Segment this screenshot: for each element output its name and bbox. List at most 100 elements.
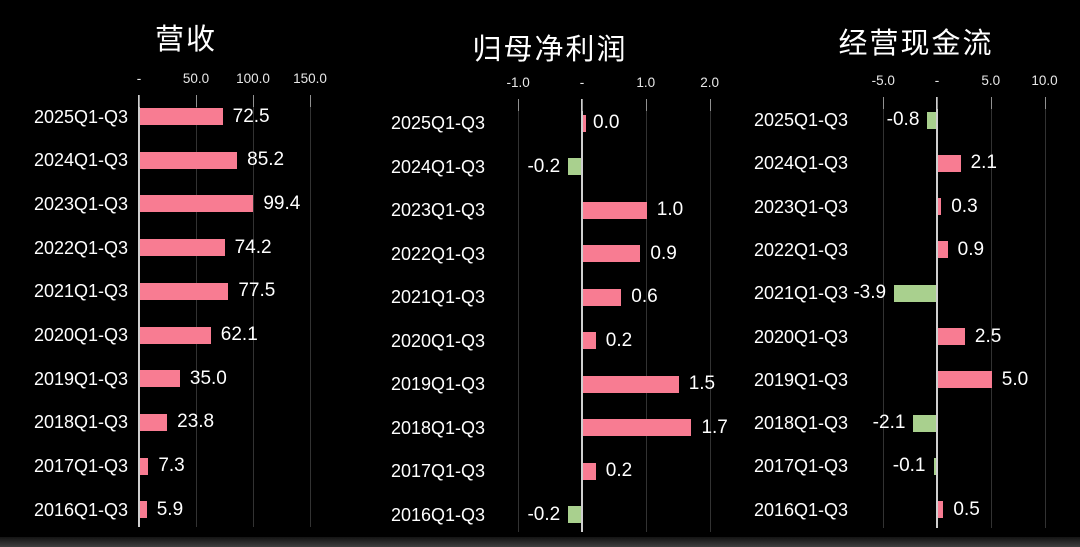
value-label: 1.5 [688, 373, 716, 394]
value-axis-line [581, 99, 583, 532]
category-label: 2021Q1-Q3 [753, 283, 848, 304]
axis-tick-label: 50.0 [182, 71, 210, 86]
value-label: 0.2 [605, 460, 633, 481]
value-label: 99.4 [263, 192, 301, 214]
bar [894, 284, 936, 302]
value-label: -0.8 [886, 109, 920, 130]
category-label: 2018Q1-Q3 [390, 417, 485, 438]
axis-tick-mark [883, 97, 885, 109]
bar [938, 154, 961, 172]
value-label: 0.6 [631, 286, 658, 307]
category-label: 2019Q1-Q3 [33, 368, 128, 389]
category-label: 2025Q1-Q3 [390, 113, 485, 133]
gridline [645, 99, 647, 532]
bar [938, 241, 948, 259]
category-label: 2022Q1-Q3 [33, 237, 128, 258]
category-label: 2022Q1-Q3 [390, 243, 485, 264]
gridline [883, 97, 885, 528]
value-axis-line [936, 97, 938, 528]
category-label: 2018Q1-Q3 [753, 413, 848, 434]
axis-tick-mark [310, 95, 311, 107]
axis-tick-label: - [934, 73, 940, 88]
category-label: 2019Q1-Q3 [390, 374, 485, 394]
category-label: 2023Q1-Q3 [390, 200, 485, 220]
category-label: 2023Q1-Q3 [753, 196, 848, 217]
chart-revenue: 营收 - 50.0 100.0 150.0 2025Q1-Q3 72.5 2024Q1-Q3… [0, 0, 372, 547]
category-label: 2023Q1-Q3 [33, 193, 128, 214]
category-label: 2016Q1-Q3 [390, 504, 485, 525]
value-axis-line [138, 95, 140, 527]
axis-tick-label: 100.0 [236, 71, 270, 86]
bar [583, 462, 596, 480]
category-label: 2024Q1-Q3 [390, 156, 485, 177]
bar [140, 413, 168, 431]
chart-operating-cash-flow: 经营现金流 -5.0-5.0 10.0 2025Q1-Q3 -0.8 2024Q1-Q3… [752, 0, 1080, 547]
category-label: 2020Q1-Q3 [390, 330, 485, 351]
gridline [253, 95, 254, 527]
value-label: 1.7 [701, 416, 728, 438]
value-label: 0.5 [953, 498, 980, 520]
bar [913, 414, 936, 432]
value-label: 5.9 [156, 498, 184, 520]
value-label: -0.2 [527, 503, 561, 525]
bar [140, 457, 149, 475]
value-label: 1.0 [656, 199, 684, 220]
bar [140, 501, 147, 519]
axis-tick-label: 2.0 [700, 75, 719, 90]
bar [583, 332, 596, 349]
value-label: 0.9 [650, 242, 677, 264]
value-label: 85.2 [247, 149, 285, 171]
category-label: 2016Q1-Q3 [753, 499, 848, 520]
axis-tick-mark [518, 99, 520, 111]
value-label: -3.9 [853, 282, 887, 304]
value-label: 35.0 [189, 367, 227, 389]
axis-tick-label: 1.0 [636, 75, 656, 90]
gridline [709, 99, 711, 532]
bar [140, 370, 180, 388]
category-label: 2024Q1-Q3 [753, 153, 848, 174]
bar [938, 501, 944, 519]
gridline [990, 97, 992, 528]
value-label: -0.2 [527, 155, 561, 177]
category-label: 2025Q1-Q3 [753, 110, 848, 130]
category-label: 2022Q1-Q3 [753, 239, 848, 260]
axis-tick-mark [196, 95, 197, 107]
axis-tick-mark [709, 99, 711, 111]
value-label: 0.2 [605, 329, 633, 351]
bar [927, 111, 936, 129]
bar [938, 328, 965, 345]
axis-tick-label: 5.0 [981, 73, 1001, 88]
bar [583, 245, 641, 262]
bar [583, 419, 692, 436]
axis-tick-mark [582, 99, 583, 111]
value-label: -2.1 [872, 412, 906, 434]
category-label: 2017Q1-Q3 [390, 461, 485, 481]
value-label: 74.2 [234, 236, 272, 258]
chart-title-operating-cash-flow: 经营现金流 [838, 28, 994, 60]
value-label: 62.1 [220, 324, 258, 345]
bar [140, 195, 254, 213]
bar [140, 282, 229, 300]
bar [140, 151, 238, 169]
value-label: -0.1 [892, 455, 926, 477]
value-label: 77.5 [238, 280, 276, 302]
value-label: 23.8 [177, 411, 215, 433]
chart-title-net-profit: 归母净利润 [472, 34, 628, 66]
axis-tick-label: - [579, 75, 585, 90]
category-label: 2018Q1-Q3 [33, 412, 128, 433]
axis-tick-label: -5.0 [871, 73, 895, 88]
category-label: 2020Q1-Q3 [33, 325, 128, 345]
category-label: 2024Q1-Q3 [33, 150, 128, 171]
value-label: 2.5 [974, 325, 1002, 347]
bar [583, 375, 679, 393]
axis-tick-mark [645, 99, 647, 111]
category-label: 2019Q1-Q3 [753, 369, 848, 390]
axis-tick-label: 150.0 [293, 71, 327, 86]
bar [568, 158, 581, 175]
axis-tick-mark [253, 95, 254, 107]
value-label: 72.5 [232, 105, 270, 127]
category-label: 2017Q1-Q3 [33, 456, 128, 477]
bar [140, 326, 211, 344]
chart-net-profit: 归母净利润 -1.0-1.0 2.0 2025Q1-Q3 0.0 2024Q1-Q3 -0… [375, 0, 728, 547]
